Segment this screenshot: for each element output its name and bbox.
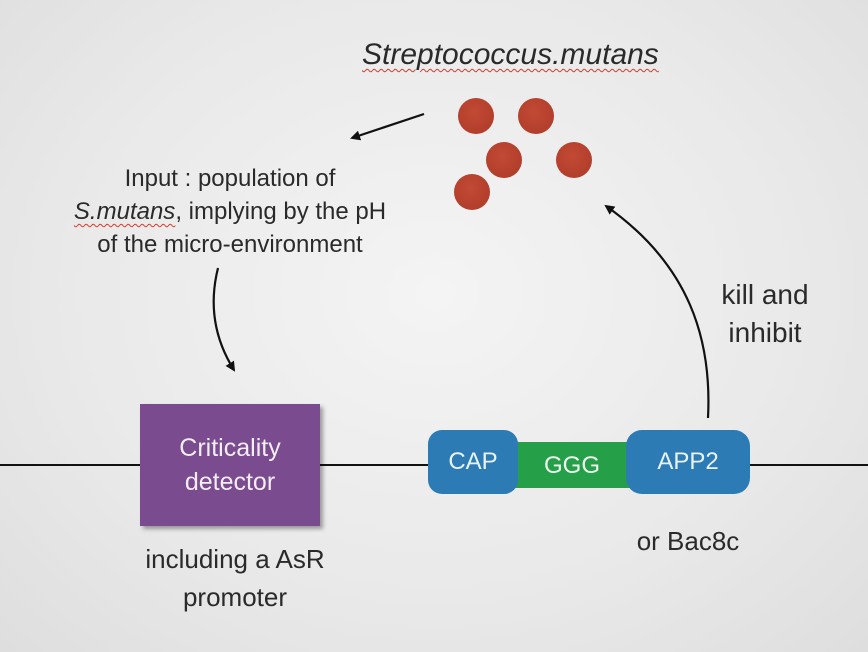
species-abbrev: S.mutans [73,198,176,225]
detector-line-1: Criticality [179,434,281,462]
input-line-3: of the micro-environment [97,231,363,258]
ggg-linker: GGG [512,442,632,488]
alternative-peptide-note: or Bac8c [636,526,740,556]
detector-line-2: detector [184,468,276,496]
bacterium [556,142,592,178]
arrow-kill-inhibit [604,204,710,419]
kill-line-2: inhibit [728,317,802,348]
bacterium [486,142,522,178]
input-line-2: S.mutans, implying by the pH [0,195,460,228]
bacterium [454,174,490,210]
species-title: Streptococcus.mutans [362,38,659,71]
bacterium [458,98,494,134]
bacterium [518,98,554,134]
input-line-1: Input : population of [124,165,336,192]
kill-inhibit-label: kill and inhibit [690,276,840,352]
input-line-2-rest: , implying by the pH [175,198,387,225]
arrow-to-input [350,112,425,141]
app2-domain: APP2 [626,430,750,494]
input-description: Input : population of S.mutans, implying… [0,162,460,261]
arrow-to-detector [212,267,236,372]
cap-domain: CAP [428,430,518,494]
detector-note-line-2: promoter [182,582,288,612]
detector-note-line-1: including a AsR [145,544,325,574]
detector-note: including a AsR promoter [100,540,370,616]
criticality-detector-box: Criticality detector [140,404,320,526]
kill-line-1: kill and [721,279,809,310]
